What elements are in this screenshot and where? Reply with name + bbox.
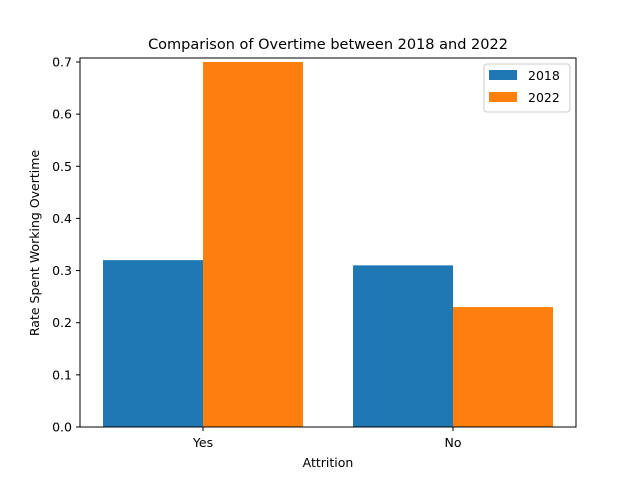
- bar-2018-yes: [103, 260, 203, 427]
- x-tick-label: No: [445, 435, 462, 450]
- legend-swatch-2022: [489, 92, 517, 102]
- y-tick-label: 0.5: [52, 159, 72, 174]
- y-tick-label: 0.1: [52, 367, 72, 382]
- y-tick-label: 0.4: [52, 211, 72, 226]
- legend-label-2018: 2018: [528, 68, 560, 83]
- legend-swatch-2018: [489, 70, 517, 80]
- y-tick-label: 0.6: [52, 107, 72, 122]
- legend-label-2022: 2022: [528, 90, 560, 105]
- x-axis-label: Attrition: [303, 455, 354, 470]
- legend: 2018 2022: [483, 63, 571, 113]
- y-axis-label: Rate Spent Working Overtime: [27, 150, 42, 337]
- bar-2022-yes: [203, 62, 303, 427]
- x-tick-label: Yes: [192, 435, 213, 450]
- bar-2022-no: [453, 307, 553, 427]
- y-tick-label: 0.7: [52, 55, 72, 70]
- y-axis: 0.0 0.1 0.2 0.3 0.4 0.5 0.6 0.7: [52, 55, 80, 435]
- y-tick-label: 0.3: [52, 263, 72, 278]
- x-axis: Yes No: [192, 427, 462, 450]
- bar-2018-no: [353, 265, 453, 427]
- chart-title: Comparison of Overtime between 2018 and …: [148, 37, 508, 53]
- plot-frame: [79, 57, 577, 428]
- y-tick-label: 0.0: [52, 420, 72, 435]
- bars-group: [103, 62, 553, 427]
- y-tick-label: 0.2: [52, 315, 72, 330]
